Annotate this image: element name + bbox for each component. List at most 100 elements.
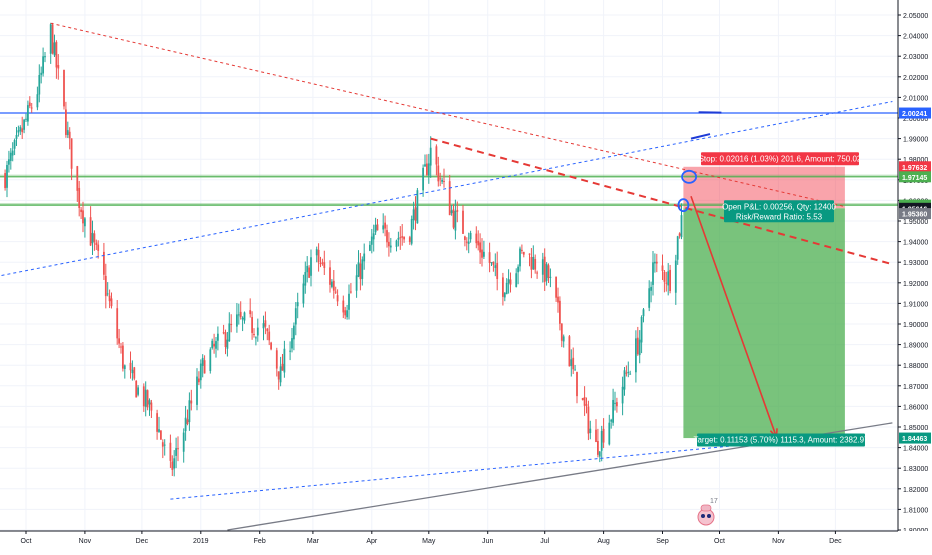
candle[interactable]	[111, 292, 113, 308]
candle[interactable]	[44, 52, 46, 62]
candle[interactable]	[489, 243, 491, 273]
candle[interactable]	[278, 371, 280, 390]
candle[interactable]	[137, 385, 139, 396]
candle[interactable]	[342, 296, 344, 318]
candle[interactable]	[249, 298, 251, 317]
candle[interactable]	[160, 430, 162, 439]
candle[interactable]	[510, 272, 512, 292]
candle[interactable]	[318, 243, 320, 271]
stop-label[interactable]: Stop: 0.02016 (1.03%) 201.6, Amount: 750…	[699, 152, 862, 165]
candle[interactable]	[200, 359, 202, 388]
candle[interactable]	[386, 225, 388, 248]
candle[interactable]	[76, 166, 78, 202]
candle[interactable]	[265, 312, 267, 335]
candle[interactable]	[523, 252, 525, 258]
candle[interactable]	[282, 354, 284, 371]
candle[interactable]	[323, 251, 325, 275]
candle[interactable]	[19, 125, 21, 135]
candle[interactable]	[130, 352, 132, 379]
candle[interactable]	[441, 178, 443, 184]
candle[interactable]	[493, 261, 495, 271]
candle[interactable]	[614, 392, 616, 411]
candle[interactable]	[599, 451, 601, 462]
candle[interactable]	[586, 397, 588, 413]
candle[interactable]	[276, 348, 278, 377]
candle[interactable]	[589, 421, 591, 439]
candle[interactable]	[37, 87, 39, 111]
candle[interactable]	[675, 255, 677, 305]
candle[interactable]	[443, 169, 445, 188]
candle[interactable]	[107, 282, 109, 296]
candle[interactable]	[430, 136, 432, 178]
candle[interactable]	[295, 302, 297, 335]
candle[interactable]	[257, 319, 259, 342]
candle[interactable]	[78, 181, 80, 216]
candle[interactable]	[436, 144, 438, 175]
candle[interactable]	[502, 273, 504, 306]
candle[interactable]	[223, 325, 225, 334]
candle[interactable]	[390, 238, 392, 253]
candle[interactable]	[187, 409, 189, 425]
candle[interactable]	[519, 247, 521, 272]
candle[interactable]	[122, 342, 124, 372]
candle[interactable]	[213, 334, 215, 354]
candle[interactable]	[196, 368, 198, 410]
candle[interactable]	[451, 205, 453, 216]
candle[interactable]	[544, 248, 546, 291]
candle[interactable]	[417, 188, 419, 224]
candle[interactable]	[50, 23, 52, 64]
candle[interactable]	[310, 250, 312, 287]
candle[interactable]	[149, 398, 151, 416]
candle[interactable]	[612, 389, 614, 426]
candle[interactable]	[635, 330, 637, 382]
candle[interactable]	[388, 232, 390, 256]
candle[interactable]	[669, 265, 671, 293]
candle[interactable]	[561, 323, 563, 347]
candle[interactable]	[572, 348, 574, 375]
candle[interactable]	[90, 206, 92, 246]
candle[interactable]	[268, 325, 270, 345]
candle[interactable]	[601, 426, 603, 461]
candle[interactable]	[23, 119, 25, 133]
candle[interactable]	[449, 175, 451, 215]
candle[interactable]	[358, 250, 360, 277]
candle[interactable]	[375, 218, 377, 235]
candle[interactable]	[228, 312, 230, 342]
candle[interactable]	[496, 252, 498, 291]
candle[interactable]	[677, 236, 679, 265]
candle[interactable]	[356, 264, 358, 297]
candle[interactable]	[411, 216, 413, 246]
candle[interactable]	[306, 256, 308, 282]
candle[interactable]	[595, 419, 597, 442]
candle[interactable]	[42, 48, 44, 77]
candle[interactable]	[437, 157, 439, 187]
candle[interactable]	[656, 254, 658, 272]
candle[interactable]	[521, 244, 523, 253]
candle[interactable]	[225, 330, 227, 355]
candle[interactable]	[244, 312, 246, 324]
candle[interactable]	[570, 349, 572, 376]
candle[interactable]	[384, 216, 386, 237]
candle[interactable]	[508, 269, 510, 293]
candle[interactable]	[103, 243, 105, 280]
candle[interactable]	[251, 311, 253, 340]
candle[interactable]	[215, 337, 217, 358]
candle[interactable]	[57, 54, 59, 80]
candle[interactable]	[331, 279, 333, 288]
candle[interactable]	[584, 386, 586, 416]
candle[interactable]	[156, 410, 158, 440]
candle[interactable]	[82, 202, 84, 232]
candle[interactable]	[506, 278, 508, 294]
candle[interactable]	[363, 244, 365, 270]
candle[interactable]	[202, 354, 204, 377]
candle[interactable]	[555, 277, 557, 302]
candle[interactable]	[56, 40, 58, 79]
candle[interactable]	[650, 282, 652, 303]
candle[interactable]	[71, 138, 73, 180]
candle[interactable]	[291, 328, 293, 352]
candle[interactable]	[371, 229, 373, 253]
candle[interactable]	[559, 296, 561, 330]
candle[interactable]	[654, 253, 656, 272]
candle[interactable]	[335, 287, 337, 294]
